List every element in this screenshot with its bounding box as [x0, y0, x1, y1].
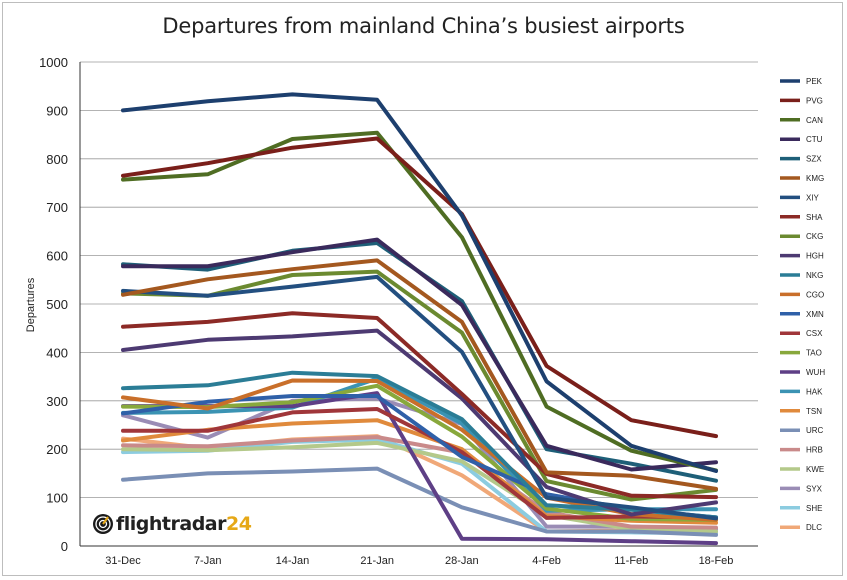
y-tick-label: 600	[46, 249, 68, 264]
legend-label: TSN	[806, 407, 822, 416]
flightradar24-logo: flightradar 24	[92, 512, 252, 536]
legend-label: SYX	[806, 484, 823, 493]
y-tick-label: 100	[46, 491, 68, 506]
logo-text: flightradar	[116, 513, 226, 535]
legend-label: CSX	[806, 329, 823, 338]
legend-label: HRB	[806, 446, 823, 455]
legend-label: CTU	[806, 135, 823, 144]
series-line-can	[121, 130, 718, 473]
series-line-pek	[121, 92, 718, 473]
series-line-hrb	[121, 435, 718, 530]
y-axis-label: Departures	[25, 277, 37, 332]
legend-label: PEK	[806, 77, 823, 86]
series-line-kmg	[121, 258, 718, 491]
legend-label: XMN	[806, 310, 824, 319]
legend-label: HGH	[806, 252, 824, 261]
legend-label: KWE	[806, 465, 824, 474]
y-tick-label: 0	[61, 539, 68, 554]
legend-label: NKG	[806, 271, 823, 280]
y-tick-label: 300	[46, 394, 68, 409]
legend-label: PVG	[806, 96, 823, 105]
series-line-sha	[121, 311, 718, 500]
x-tick-label: 11-Feb	[614, 555, 648, 567]
y-tick-label: 700	[46, 200, 68, 215]
chart-title: Departures from mainland China’s busiest…	[162, 14, 685, 38]
x-tick-label: 18-Feb	[699, 555, 734, 567]
legend-label: KMG	[806, 174, 824, 183]
y-tick-label: 200	[46, 442, 68, 457]
legend-label: SHE	[806, 504, 822, 513]
x-tick-label: 21-Jan	[360, 555, 394, 567]
y-tick-label: 900	[46, 103, 68, 118]
legend-label: XIY	[806, 193, 820, 202]
series-line-urc	[121, 466, 718, 537]
y-tick-label: 1000	[39, 55, 68, 70]
legend-label: CAN	[806, 116, 823, 125]
x-tick-label: 14-Jan	[276, 555, 310, 567]
series-line-pvg	[121, 136, 718, 439]
x-tick-label: 28-Jan	[445, 555, 479, 567]
legend-label: URC	[806, 426, 824, 435]
legend-label: WUH	[806, 368, 825, 377]
series-line-hgh	[121, 328, 718, 517]
series-line-kwe	[121, 440, 718, 534]
legend-label: TAO	[806, 349, 822, 358]
legend-label: SZX	[806, 155, 822, 164]
legend-label: CKG	[806, 232, 823, 241]
legend-label: CGO	[806, 290, 824, 299]
y-tick-label: 800	[46, 152, 68, 167]
legend-label: HAK	[806, 387, 823, 396]
y-tick-label: 400	[46, 345, 68, 360]
legend-label: DLC	[806, 523, 822, 532]
series-line-csx	[121, 407, 718, 520]
legend-label: SHA	[806, 213, 823, 222]
x-tick-label: 31-Dec	[105, 555, 141, 567]
logo-number: 24	[225, 513, 252, 535]
radar-icon	[93, 514, 113, 534]
x-tick-label: 7-Jan	[194, 555, 222, 567]
series-line-xiy	[121, 274, 718, 521]
series-line-ctu	[121, 237, 718, 472]
x-tick-label: 4-Feb	[532, 555, 561, 567]
y-tick-label: 500	[46, 297, 68, 312]
